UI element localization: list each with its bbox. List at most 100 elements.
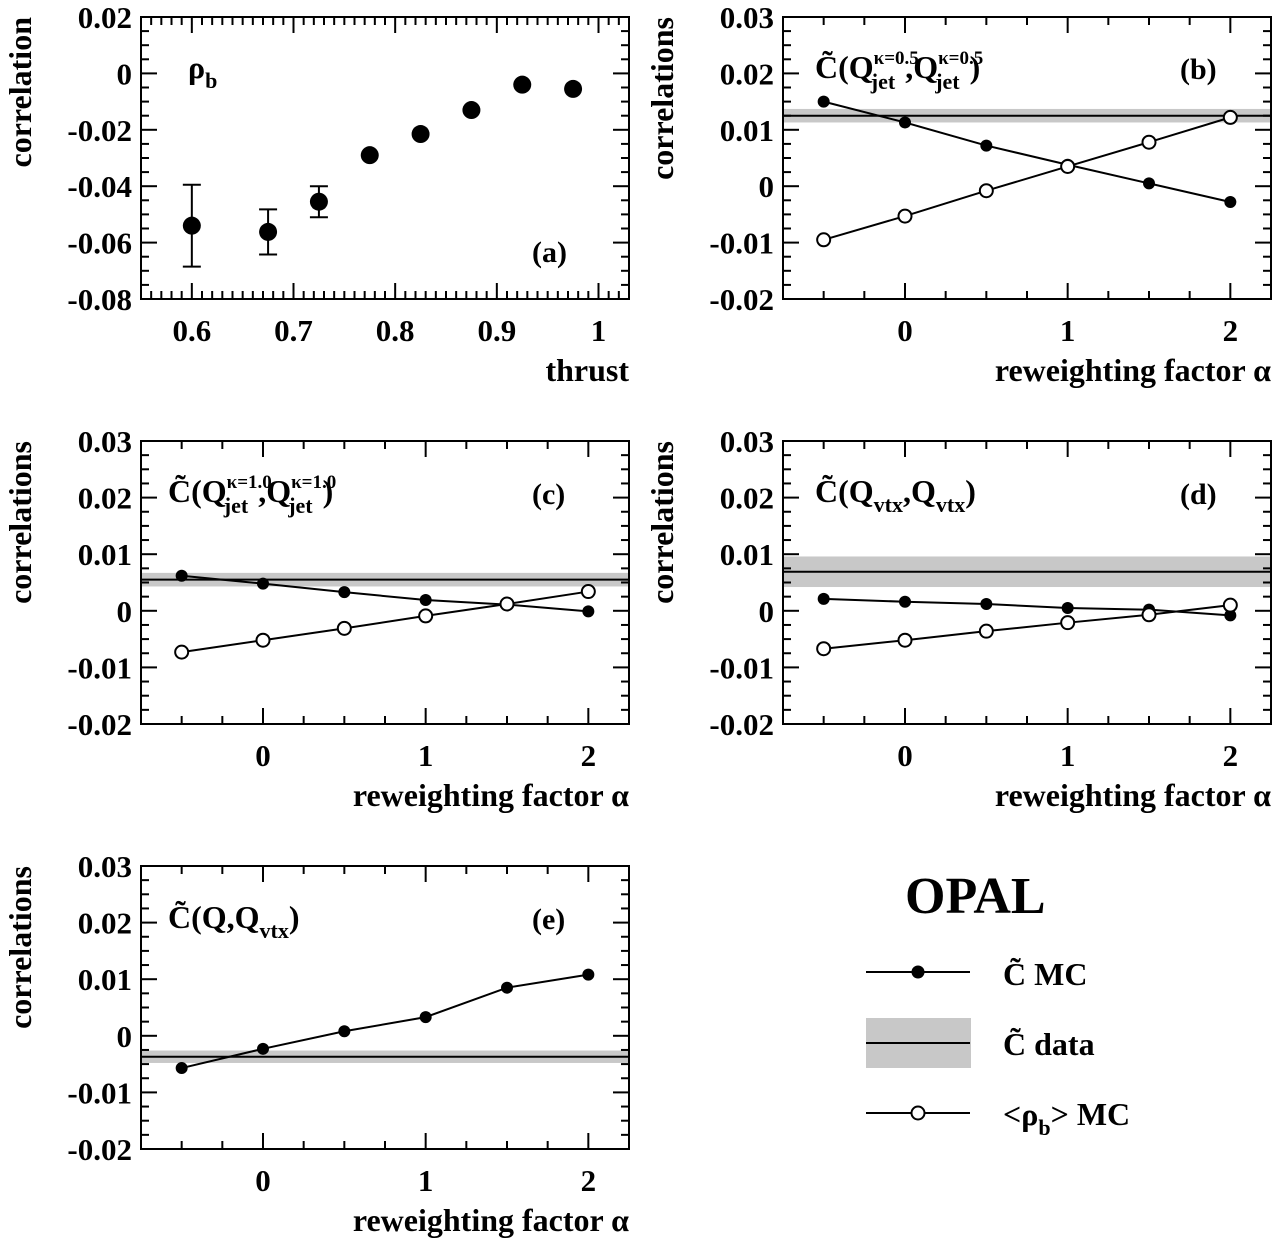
y-tick-label: 0.02 [720,56,774,91]
data-point [338,1025,351,1038]
series-line [823,604,1231,650]
y-tick-label: -0.02 [709,707,774,742]
data-point-open [580,584,596,600]
data-point [817,592,830,605]
x-axis-label: reweighting factor α [995,777,1271,813]
data-point [1143,177,1155,190]
legend-label-data: C̃ data [1003,1026,1095,1062]
data-point [259,222,278,241]
legend-marker-filled [911,965,925,979]
y-tick-label: 0.03 [720,424,774,459]
data-point [501,981,513,994]
data-point-open [978,183,994,199]
y-tick-label: -0.01 [709,650,774,685]
legend-title: OPAL [905,868,1046,925]
data-point [899,116,911,129]
data-point-open [1060,615,1076,631]
x-tick-label: 1 [1060,313,1076,348]
y-tick-label: 0.03 [720,0,774,35]
data-point-open [499,596,515,612]
legend-marker-open [910,1105,926,1121]
series-line [181,973,589,1070]
y-axis-label: correlation [2,17,38,168]
legend-label-mc: C̃ MC [1003,956,1087,992]
legend-label-rho: <ρb> MC [1003,1096,1130,1140]
y-tick-label: 0.02 [78,906,132,941]
y-tick-label: 0.02 [78,0,132,35]
series-filled [175,968,595,1075]
y-tick-label: 0 [117,1019,133,1054]
legend-item-data: C̃ data [866,1018,1095,1068]
y-tick-label: 0.02 [720,481,774,516]
data-point [338,586,351,599]
data-point-open [897,632,913,648]
y-tick-label: -0.04 [67,169,132,204]
y-tick-label: -0.02 [67,707,132,742]
y-tick-label: 0.01 [720,537,774,572]
data-point [360,146,379,165]
data-point-open [255,632,271,648]
y-tick-label: -0.01 [709,226,774,261]
panel-label: (b) [1180,53,1217,86]
data-point [817,95,830,108]
series-filled [175,569,595,618]
series-filled [817,592,1237,622]
series-points [182,75,583,268]
data-point [411,125,430,144]
panel-label: (e) [532,903,565,936]
data-point-open [1060,158,1076,174]
panel-c: -0.02 -0.01 0 0.01 0.02 0.03 0 1 2 reweighting fa… [2,424,630,813]
data-point-open [978,623,994,639]
y-axis-label: correlations [644,17,680,180]
data-point [462,101,481,120]
series-open [174,584,596,660]
panel-a: -0.08 -0.06 -0.04 -0.02 0 0.02 0.6 0.7 0.8 0.9 1 th… [2,0,630,388]
x-axis-label: thrust [545,352,629,388]
data-point [257,577,269,590]
data-point [1061,601,1074,614]
x-tick-label: 1 [418,1163,434,1198]
panel-e: -0.02 -0.01 0 0.01 0.02 0.03 0 1 2 reweighting fa… [2,849,630,1238]
x-tick-label: 1 [591,313,607,348]
data-point [564,79,583,98]
series-open [816,109,1238,248]
data-point [899,595,911,608]
y-tick-label: 0.01 [78,962,132,997]
x-tick-label: 2 [581,1163,597,1198]
series-line [181,574,589,613]
x-tick-label: 2 [581,738,597,773]
data-point-open [816,641,832,657]
data-point-open [174,644,190,660]
panel-label: (a) [532,236,567,269]
data-point [513,75,532,94]
y-axis-label: correlations [644,441,680,604]
y-tick-label: -0.06 [67,226,132,261]
panel-d: -0.02 -0.01 0 0.01 0.02 0.03 0 1 2 reweighting fa… [644,424,1272,813]
x-tick-label: 0 [255,738,271,773]
legend: OPAL C̃ MC C̃ data <ρb> MC [866,868,1130,1140]
x-axis-label: reweighting factor α [995,352,1271,388]
x-tick-label: 1 [418,738,434,773]
data-point [980,139,993,152]
legend-item-rho: <ρb> MC [866,1096,1130,1140]
data-point [582,605,595,618]
y-tick-label: 0.03 [78,424,132,459]
x-tick-label: 2 [1223,313,1239,348]
x-tick-label: 0.7 [274,313,313,348]
y-tick-label: -0.02 [67,1132,132,1167]
data-point [257,1042,269,1055]
y-tick-label: 0.01 [78,537,132,572]
series-line [823,100,1231,203]
data-point-open [336,620,352,636]
x-tick-label: 0.6 [172,313,211,348]
y-tick-label: 0.02 [78,481,132,516]
series-line [181,590,589,654]
y-tick-label: -0.08 [67,282,132,317]
x-tick-label: 2 [1223,738,1239,773]
data-point-open [897,208,913,224]
y-tick-label: 0 [759,169,775,204]
panel-annotation: C̃(Qκ=0.5 jet ,Qκ=0.5 jet) [815,48,983,94]
data-point [582,968,595,981]
data-point [419,1011,432,1024]
